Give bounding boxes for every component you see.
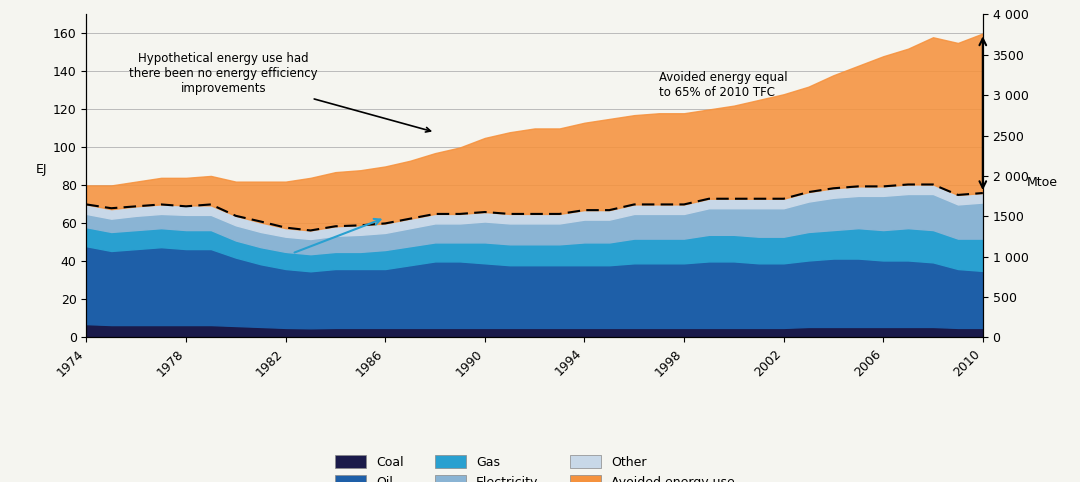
Text: Hypothetical energy use had
there been no energy efficiency
improvements: Hypothetical energy use had there been n… xyxy=(129,53,431,132)
Y-axis label: EJ: EJ xyxy=(36,163,48,176)
Text: TFC: TFC xyxy=(257,219,380,268)
Y-axis label: Mtoe: Mtoe xyxy=(1027,176,1057,189)
Text: Avoided energy equal
to 65% of 2010 TFC: Avoided energy equal to 65% of 2010 TFC xyxy=(659,71,787,99)
Legend: Coal, Oil, Gas, Electricity, Other, Avoided energy use: Coal, Oil, Gas, Electricity, Other, Avoi… xyxy=(329,450,740,482)
